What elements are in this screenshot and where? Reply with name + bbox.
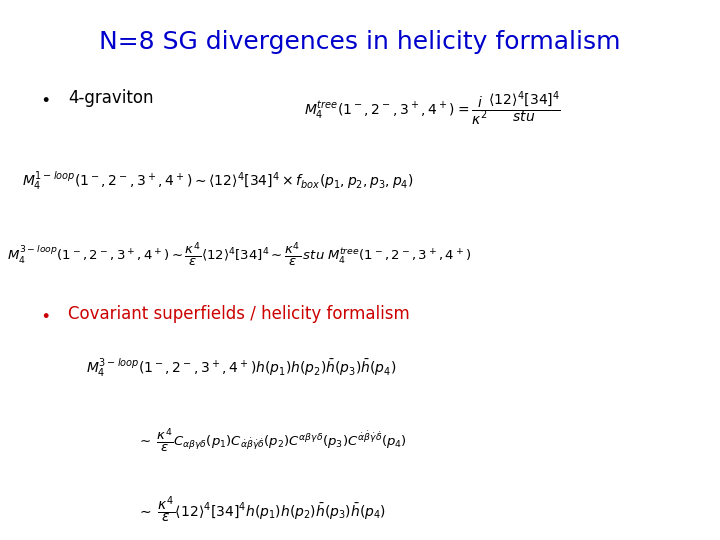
- Text: $\bullet$: $\bullet$: [40, 305, 49, 323]
- Text: 4-graviton: 4-graviton: [68, 89, 154, 107]
- Text: $\bullet$: $\bullet$: [40, 89, 49, 107]
- Text: $M_4^{1-loop}(1^-,2^-,3^+,4^+) \sim \langle 12\rangle^4[34]^4 \times f_{box}(p_1: $M_4^{1-loop}(1^-,2^-,3^+,4^+) \sim \lan…: [22, 170, 413, 193]
- Text: $M_4^{3-loop}(1^-,2^-,3^+,4^+)h(p_1)h(p_2)\bar{h}(p_3)\bar{h}(p_4)$: $M_4^{3-loop}(1^-,2^-,3^+,4^+)h(p_1)h(p_…: [86, 356, 397, 380]
- Text: Covariant superfields / helicity formalism: Covariant superfields / helicity formali…: [68, 305, 410, 323]
- Text: $\sim\; \dfrac{\kappa^4}{\epsilon}C_{\alpha\beta\gamma\delta}(p_1)C_{\dot{\alpha: $\sim\; \dfrac{\kappa^4}{\epsilon}C_{\al…: [137, 427, 407, 454]
- Text: $M_4^{3-loop}(1^-,2^-,3^+,4^+) \sim \dfrac{\kappa^4}{\epsilon}\langle 12\rangle^: $M_4^{3-loop}(1^-,2^-,3^+,4^+) \sim \dfr…: [7, 240, 472, 268]
- Text: N=8 SG divergences in helicity formalism: N=8 SG divergences in helicity formalism: [99, 30, 621, 53]
- Text: $M_4^{tree}(1^-,2^-,3^+,4^+) = \dfrac{i}{\kappa^2}\dfrac{\langle 12\rangle^4[34]: $M_4^{tree}(1^-,2^-,3^+,4^+) = \dfrac{i}…: [304, 89, 560, 127]
- Text: $\sim\; \dfrac{\kappa^4}{\epsilon}\langle 12\rangle^4[34]^4 h(p_1)h(p_2)\bar{h}(: $\sim\; \dfrac{\kappa^4}{\epsilon}\langl…: [137, 494, 386, 525]
